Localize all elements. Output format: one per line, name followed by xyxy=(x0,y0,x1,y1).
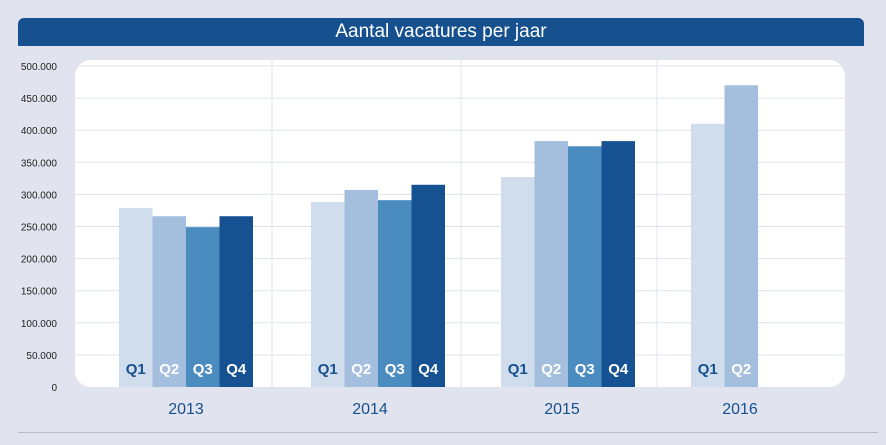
x-tick-label: 2013 xyxy=(168,401,204,418)
bar-2014-q2 xyxy=(344,189,378,387)
bar-2015-q2 xyxy=(534,141,568,387)
bar-label: Q4 xyxy=(418,361,439,378)
bar-2016-q2 xyxy=(724,85,758,387)
y-tick-label: 300.000 xyxy=(21,190,58,201)
bar-2015-q1 xyxy=(501,177,535,387)
bar-label: Q2 xyxy=(731,361,751,378)
bar-2015-q4 xyxy=(601,141,635,387)
bar-label: Q3 xyxy=(575,361,595,378)
bar-label: Q3 xyxy=(193,361,213,378)
bar-label: Q4 xyxy=(226,361,247,378)
bar-2016-q1 xyxy=(691,123,725,387)
y-tick-label: 50.000 xyxy=(26,351,57,362)
bar-label: Q2 xyxy=(351,361,371,378)
bar-2014-q1 xyxy=(311,202,345,387)
bar-label: Q1 xyxy=(698,361,718,378)
bar-2014-q4 xyxy=(411,184,445,387)
bar-2015-q3 xyxy=(568,146,602,387)
y-tick-label: 500.000 xyxy=(21,62,58,73)
y-tick-label: 350.000 xyxy=(21,158,58,169)
bar-label: Q3 xyxy=(385,361,405,378)
y-tick-label: 400.000 xyxy=(21,126,58,137)
bar-2013-q3 xyxy=(186,227,220,387)
bar-2013-q1 xyxy=(119,207,153,387)
bar-2013-q4 xyxy=(219,216,253,387)
plot-area xyxy=(75,60,845,387)
bar-label: Q1 xyxy=(508,361,528,378)
bar-2014-q3 xyxy=(378,200,412,387)
bar-label: Q4 xyxy=(608,361,629,378)
x-tick-label: 2016 xyxy=(722,401,758,418)
bottom-divider xyxy=(18,432,878,433)
bar-label: Q2 xyxy=(541,361,561,378)
y-tick-label: 100.000 xyxy=(21,319,58,330)
bar-label: Q1 xyxy=(318,361,338,378)
y-tick-label: 0 xyxy=(51,383,57,394)
y-tick-label: 250.000 xyxy=(21,223,58,234)
chart-title: Aantal vacatures per jaar xyxy=(18,18,864,46)
bar-label: Q1 xyxy=(126,361,146,378)
x-tick-label: 2015 xyxy=(544,401,580,418)
x-tick-label: 2014 xyxy=(352,401,388,418)
y-tick-label: 450.000 xyxy=(21,94,58,105)
y-tick-label: 150.000 xyxy=(21,287,58,298)
y-tick-label: 200.000 xyxy=(21,255,58,266)
bar-2013-q2 xyxy=(152,216,186,387)
bar-label: Q2 xyxy=(159,361,179,378)
